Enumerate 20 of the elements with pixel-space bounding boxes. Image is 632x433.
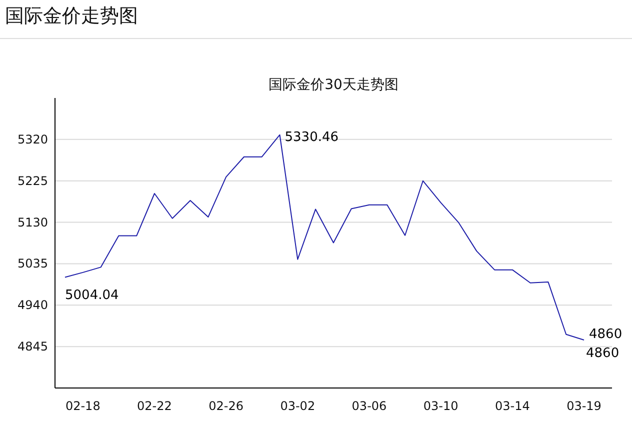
data-label: 5330.46 (284, 130, 339, 145)
y-tick-label: 5225 (17, 174, 48, 188)
x-tick-label: 03-02 (280, 399, 316, 413)
x-tick-label: 02-22 (137, 399, 172, 413)
x-tick-label: 03-14 (494, 399, 530, 413)
chart-title: 国际金价走势图 (5, 5, 138, 27)
y-tick-label: 4845 (17, 340, 48, 354)
data-label: 5004.04 (65, 288, 119, 304)
x-tick-label: 03-10 (423, 399, 458, 413)
y-tick-label: 4940 (17, 298, 48, 312)
chart-subtitle: 国际金价30天走势图 (268, 77, 398, 93)
x-tick-label: 02-18 (65, 399, 100, 413)
annotation: 4860 (589, 327, 622, 342)
x-tick-label: 03-06 (352, 399, 387, 413)
x-tick-label: 03-19 (566, 399, 602, 413)
y-tick-label: 5035 (17, 256, 48, 271)
y-tick-label: 5130 (17, 215, 48, 230)
x-tick-label: 02-26 (208, 399, 244, 413)
data-label: 4860 (586, 346, 620, 362)
y-tick-label: 5320 (17, 132, 48, 146)
